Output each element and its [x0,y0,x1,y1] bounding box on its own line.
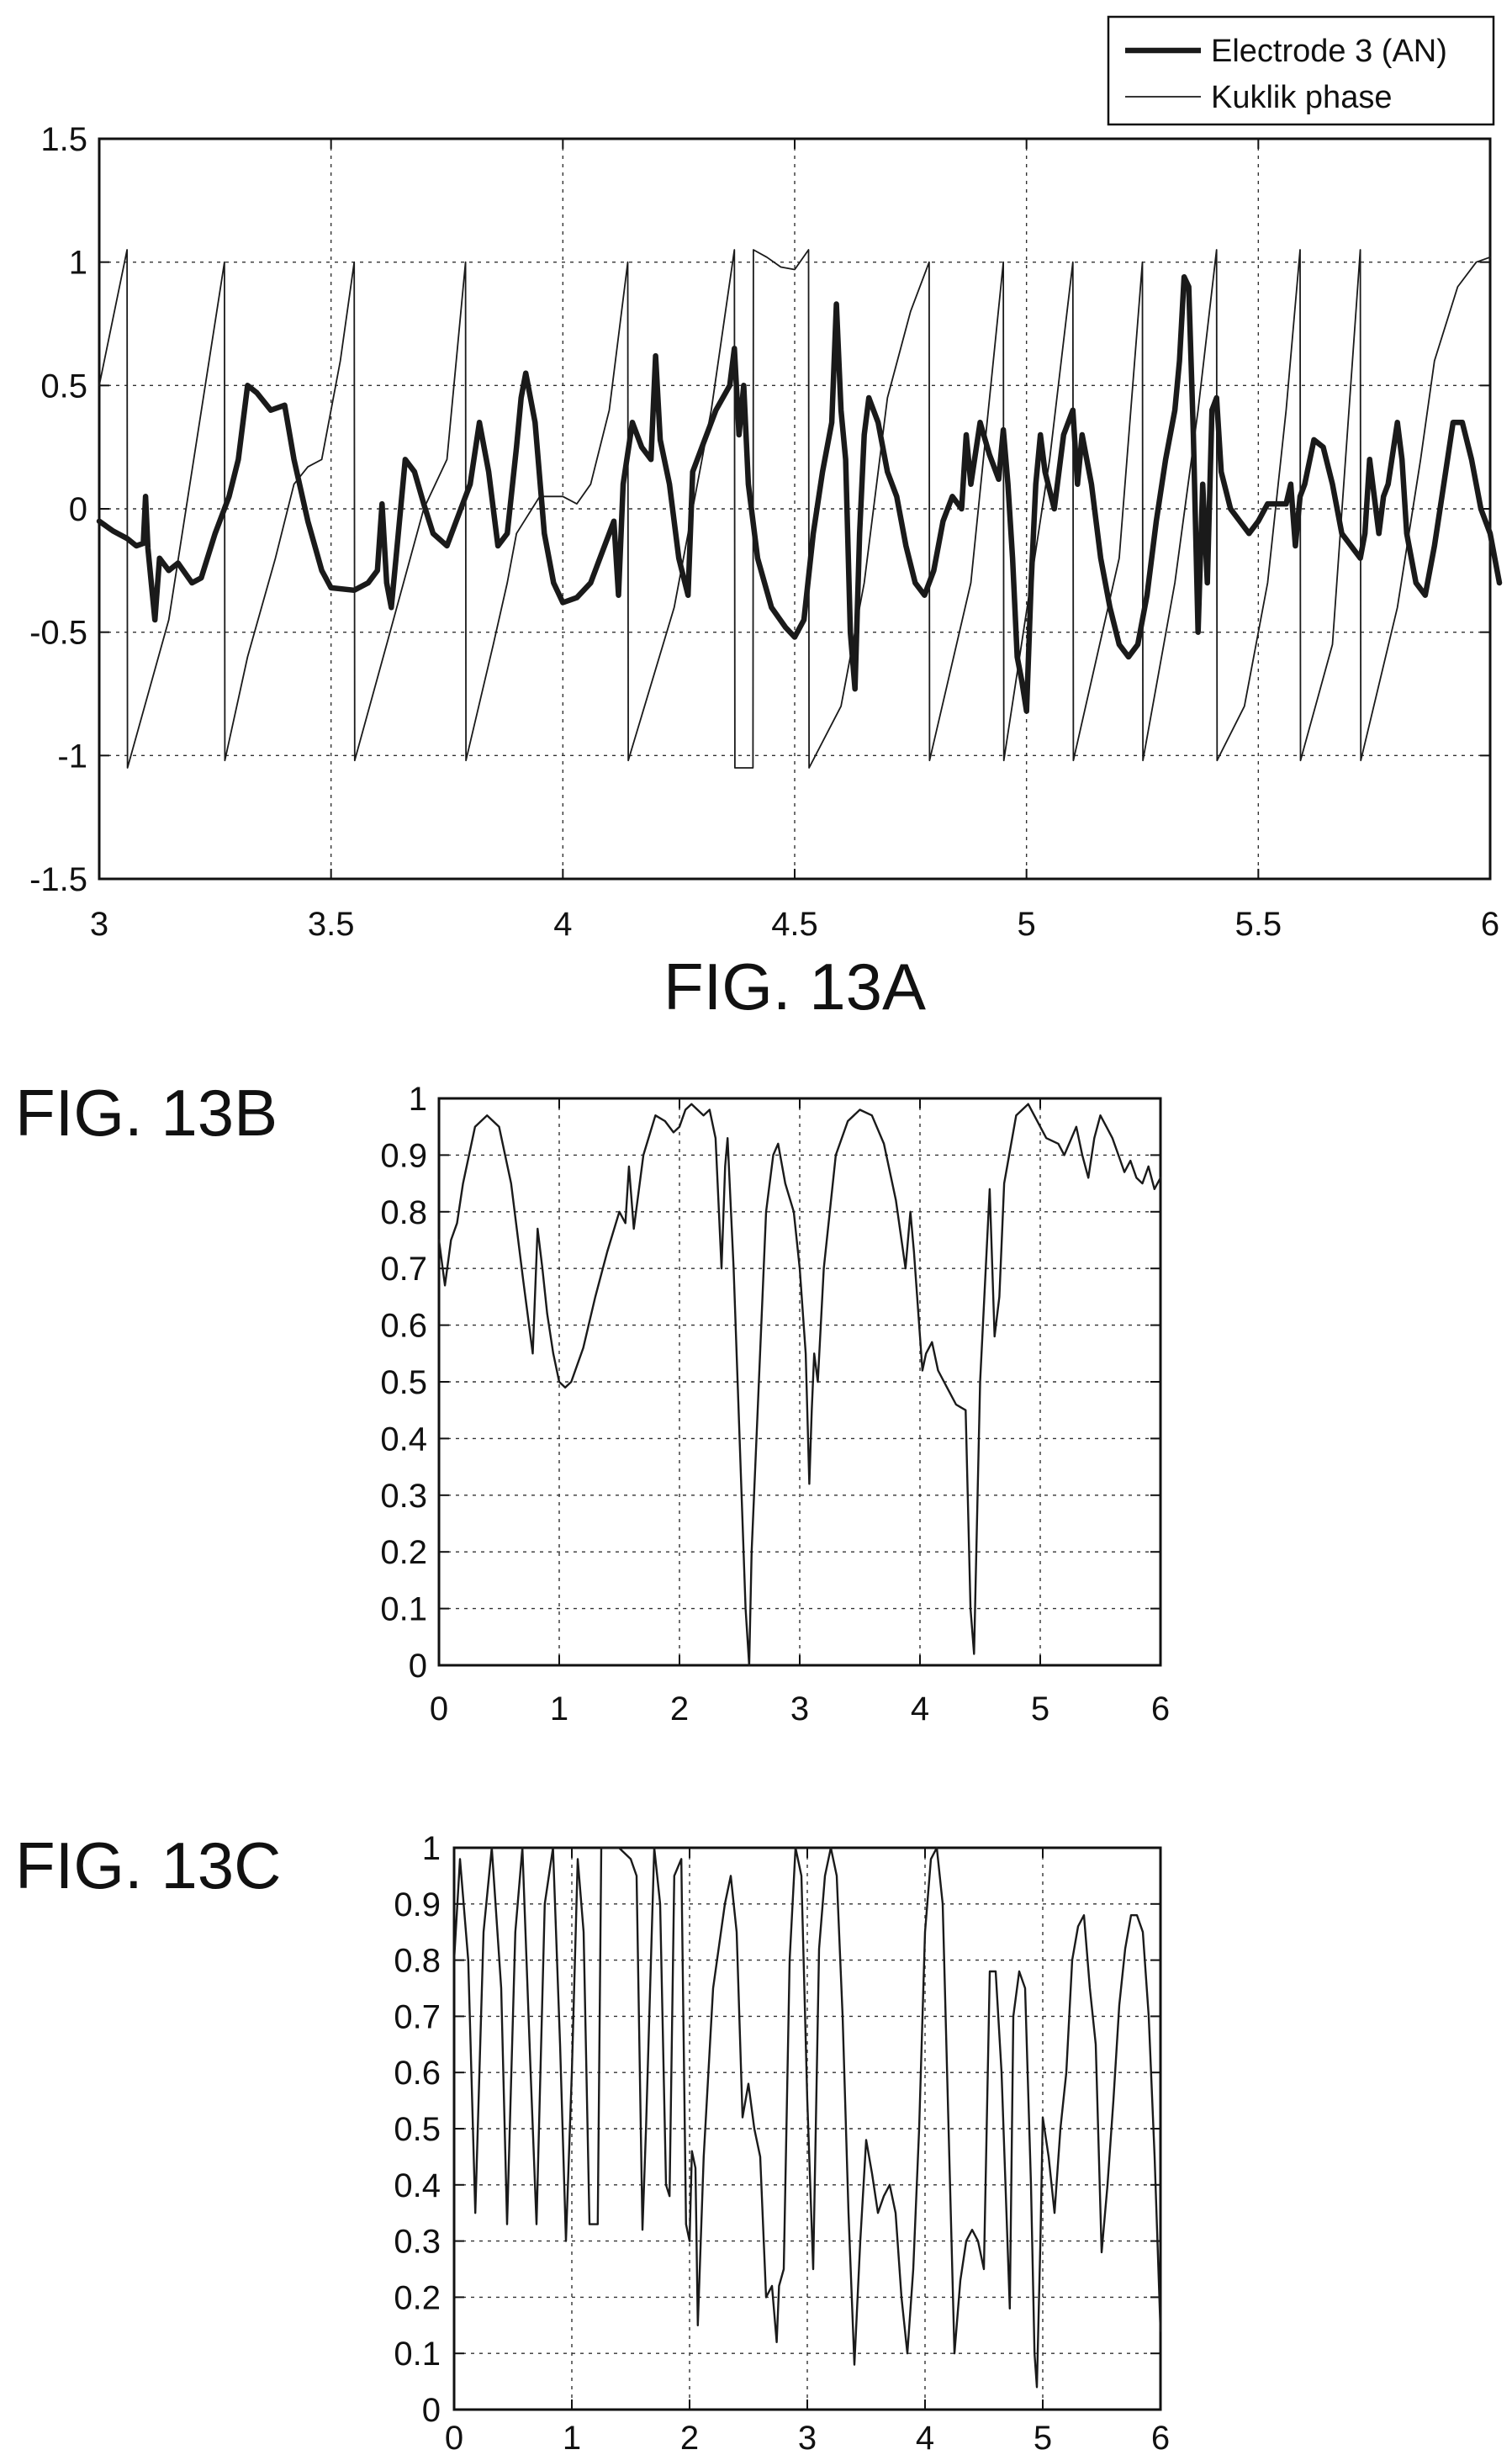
fig13b-xtick-label: 2 [670,1690,689,1727]
fig13a-xtick-label: 5 [1018,906,1036,943]
fig13a-ytick-label: 1.5 [40,121,87,158]
fig13c-ytick-label: 0 [422,2392,441,2429]
fig13a-ytick-label: -0.5 [29,615,87,652]
fig13a-series-electrode-3-an [96,274,1503,714]
fig13b-ytick-label: 0.9 [380,1137,427,1174]
fig13c-ytick-label: 0.6 [394,2055,441,2092]
fig13a-ytick-label: 0 [69,491,87,528]
fig13c-ytick-label: 0.2 [394,2279,441,2316]
fig13a-xtick-label: 4 [553,906,572,943]
fig13c-xtick-label: 6 [1151,2420,1170,2455]
fig13a-ytick-label: 0.5 [40,368,87,405]
fig13a-legend-box [1107,15,1495,126]
fig13b-xtick-label: 5 [1031,1690,1049,1727]
fig13a-ytick-label: 1 [69,245,87,282]
fig13c-xtick-label: 2 [680,2420,699,2455]
fig13a-legend-label: Electrode 3 (AN) [1211,34,1447,69]
fig13b-ytick-label: 0.8 [380,1194,427,1231]
chart-fig13c: 0 1 2 3 4 5 6 1 0.9 0.8 0.7 0.6 0.5 0.4 0.3 0.2 0.1 0 [394,1830,1170,2455]
fig13c-ytick-label: 0.9 [394,1886,441,1923]
fig13a-series-kuklik-phase [98,249,1491,769]
fig13c-xtick-label: 4 [916,2420,934,2455]
fig13c-xtick-label: 1 [563,2420,581,2455]
fig13b-ytick-label: 0 [409,1648,427,1685]
fig13c-ytick-label: 0.7 [394,1998,441,2035]
fig13c-xtick-label: 0 [445,2420,463,2455]
fig13a-label: FIG. 13A [663,950,926,1024]
fig13b-xtick-label: 3 [790,1690,809,1727]
fig13c-xtick-label: 3 [798,2420,817,2455]
fig13b-xtick-label: 6 [1151,1690,1170,1727]
fig13c-ytick-label: 0.4 [394,2167,441,2204]
fig13c-ytick-label: 0.3 [394,2224,441,2261]
fig13b-series-line [437,1103,1162,1667]
fig13b-ytick-label: 0.6 [380,1308,427,1345]
fig13b-ytick-label: 0.2 [380,1534,427,1571]
fig13a-legend-label: Kuklik phase [1211,80,1392,115]
fig13b-label: FIG. 13B [15,1076,278,1150]
fig13c-ytick-label: 1 [422,1830,441,1867]
fig13c-label: FIG. 13C [15,1828,281,1902]
chart-fig13b: 0 1 2 3 4 5 6 1 0.9 0.8 0.7 0.6 0.5 0.4 0.3 0.2 0.1 0 [380,1081,1170,1727]
fig13a-xtick-label: 3 [90,906,108,943]
fig13a-ytick-label: -1.5 [29,861,87,898]
fig13c-ytick-label: 0.8 [394,1943,441,1980]
fig13b-xtick-label: 1 [550,1690,568,1727]
fig13a-ytick-label: -1 [57,738,87,775]
fig13c-ytick-label: 0.5 [394,2111,441,2148]
fig13b-ytick-label: 0.5 [380,1364,427,1401]
chart-fig13a: 3 3.5 4 4.5 5 5.5 6 1.5 1 0.5 0 -0.5 -1 -1.5 Electrode… [29,15,1503,943]
fig13b-xtick-label: 4 [911,1690,929,1727]
fig13b-ytick-label: 0.4 [380,1421,427,1458]
fig13a-xtick-label: 3.5 [308,906,355,943]
fig13b-ytick-label: 0.3 [380,1478,427,1515]
fig13b-ytick-label: 0.7 [380,1251,427,1288]
fig13c-ytick-label: 0.1 [394,2336,441,2373]
fig13a-xtick-label: 6 [1481,906,1499,943]
fig13a-xtick-label: 4.5 [771,906,818,943]
fig13c-xtick-label: 5 [1034,2420,1052,2455]
fig13b-ytick-label: 1 [409,1081,427,1118]
fig13c-series-line [452,1846,1162,2389]
fig13a-xtick-label: 5.5 [1235,906,1282,943]
fig13b-xtick-label: 0 [430,1690,448,1727]
fig13b-ytick-label: 0.1 [380,1591,427,1628]
